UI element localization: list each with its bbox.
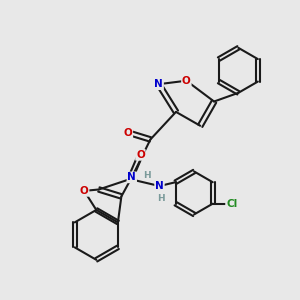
Text: N: N [128, 172, 136, 182]
Text: H: H [158, 194, 165, 203]
Text: O: O [182, 76, 191, 86]
Text: O: O [124, 128, 132, 137]
Text: O: O [80, 186, 88, 196]
Text: N: N [155, 181, 164, 191]
Text: Cl: Cl [226, 199, 237, 209]
Text: O: O [136, 150, 145, 160]
Text: H: H [143, 171, 151, 180]
Text: N: N [154, 79, 163, 89]
